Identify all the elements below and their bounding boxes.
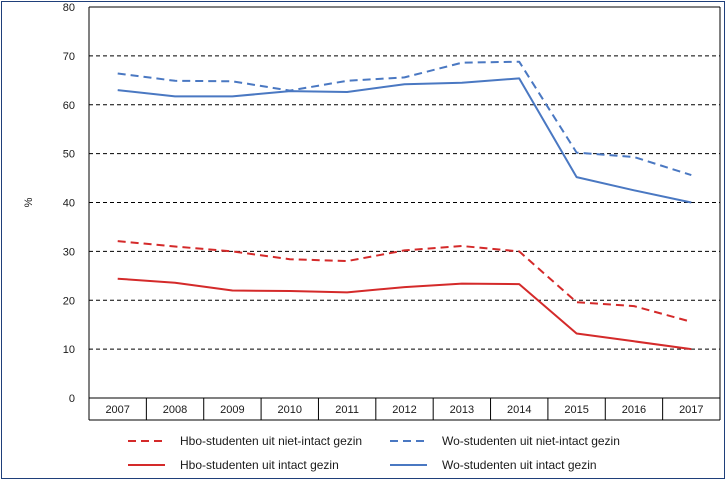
y-tick-label: 20 <box>63 295 75 307</box>
x-tick-label: 2007 <box>105 404 129 416</box>
y-tick-label: 80 <box>63 2 75 14</box>
series-line-hbo-studenten-uit-intact-gezin <box>118 279 692 349</box>
y-axis-title: % <box>23 197 35 207</box>
x-tick-label: 2014 <box>507 404 531 416</box>
y-tick-label: 10 <box>63 344 75 356</box>
x-tick-label: 2013 <box>450 404 474 416</box>
x-tick-label: 2010 <box>278 404 302 416</box>
x-tick-label: 2011 <box>335 404 359 416</box>
series-line-wo-studenten-uit-intact-gezin <box>118 78 692 202</box>
y-tick-label: 60 <box>63 100 75 112</box>
y-tick-label: 0 <box>69 393 75 405</box>
gridlines <box>89 7 720 349</box>
x-tick-label: 2008 <box>163 404 187 416</box>
series-line-wo-studenten-uit-niet-intact-gezin <box>118 62 692 175</box>
x-tick-label: 2012 <box>392 404 416 416</box>
x-tick-label: 2015 <box>564 404 588 416</box>
series-line-hbo-studenten-uit-niet-intact-gezin <box>118 241 692 322</box>
legend-label: Hbo-studenten uit intact gezin <box>180 458 339 472</box>
legend-label: Hbo-studenten uit niet-intact gezin <box>180 434 362 448</box>
legend-label: Wo-studenten uit intact gezin <box>442 458 597 472</box>
axes: % 0 10 20 30 40 50 60 70 80 2007 2008 2009 2010 2011 2… <box>23 2 720 420</box>
x-tick-label: 2016 <box>622 404 646 416</box>
y-tick-label: 50 <box>63 149 75 161</box>
x-tick-label: 2017 <box>679 404 703 416</box>
y-tick-label: 70 <box>63 51 75 63</box>
x-tick-label: 2009 <box>220 404 244 416</box>
legend-label: Wo-studenten uit niet-intact gezin <box>442 434 620 448</box>
y-tick-label: 40 <box>63 198 75 210</box>
legend: Hbo-studenten uit niet-intact gezin Wo-st… <box>128 434 620 472</box>
y-tick-label: 30 <box>63 246 75 258</box>
